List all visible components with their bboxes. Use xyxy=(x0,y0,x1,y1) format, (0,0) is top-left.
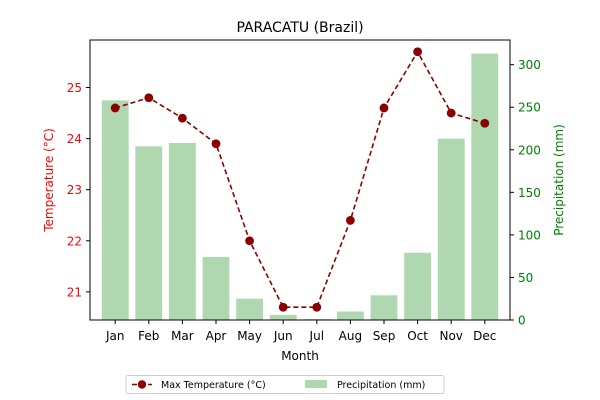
temperature-point-aug xyxy=(346,215,355,225)
right-y-tick-label: 0 xyxy=(518,314,526,328)
plot-frame xyxy=(89,39,511,321)
right-y-tick-label: 250 xyxy=(518,101,541,115)
x-tick-label: Oct xyxy=(407,329,428,343)
right-y-tick-label: 300 xyxy=(518,58,541,72)
precipitation-bar-oct xyxy=(404,252,432,320)
legend-label-temperature: Max Temperature (°C) xyxy=(161,380,266,391)
legend: Max Temperature (°C) Precipitation (mm) xyxy=(125,375,445,394)
temperature-point-may xyxy=(245,236,255,246)
temperature-point-jan xyxy=(110,103,120,113)
precipitation-bar-mar xyxy=(168,142,196,320)
x-tick-label: Jul xyxy=(309,329,324,343)
temperature-point-feb xyxy=(144,93,154,103)
precipitation-bar-feb xyxy=(135,146,163,320)
legend-frame xyxy=(125,375,445,394)
left-y-tick-label: 22 xyxy=(67,234,82,248)
legend-bar-swatch xyxy=(305,380,327,388)
x-tick-label: Mar xyxy=(171,329,194,343)
precipitation-bar-apr xyxy=(202,257,230,320)
axes: Jan Feb Mar Apr May Jun Jul Aug Sep Oct Nov Dec 21 22… xyxy=(67,58,541,343)
left-y-tick-label: 25 xyxy=(67,81,82,95)
x-tick-label: Nov xyxy=(439,329,462,343)
precipitation-bar-aug xyxy=(336,311,364,320)
x-tick-label: Aug xyxy=(339,329,362,343)
legend-marker-swatch xyxy=(137,380,147,389)
right-y-tick-label: 150 xyxy=(518,186,541,200)
x-tick-label: Jan xyxy=(105,329,125,343)
temperature-point-oct xyxy=(413,47,422,57)
x-tick-label: Jun xyxy=(273,329,293,343)
temperature-point-sep xyxy=(379,103,389,113)
right-y-tick-label: 100 xyxy=(518,228,541,242)
precipitation-bar-dec xyxy=(471,53,499,321)
temperature-line-path xyxy=(114,50,486,309)
legend-label-precipitation: Precipitation (mm) xyxy=(337,380,425,391)
x-tick-label: Dec xyxy=(473,329,496,343)
right-y-axis-label: Precipitation (mm) xyxy=(552,124,566,236)
x-tick-label: Sep xyxy=(373,329,396,343)
temperature-point-dec xyxy=(480,118,490,128)
x-axis-label: Month xyxy=(281,349,319,363)
left-y-tick-label: 24 xyxy=(67,132,82,146)
precipitation-bar-may xyxy=(236,298,264,320)
right-y-tick-label: 200 xyxy=(518,143,541,157)
temperature-point-mar xyxy=(178,113,187,123)
temperature-point-nov xyxy=(446,108,456,118)
left-y-tick-label: 21 xyxy=(67,285,82,299)
x-tick-label: May xyxy=(237,329,262,343)
temperature-point-apr xyxy=(211,139,221,149)
x-tick-label: Apr xyxy=(206,329,227,343)
x-tick-label: Feb xyxy=(138,329,159,343)
left-y-axis-label: Temperature (°C) xyxy=(42,128,56,233)
precipitation-bar-nov xyxy=(437,138,465,320)
chart-title: PARACATU (Brazil) xyxy=(236,20,363,36)
temperature-line xyxy=(110,47,490,312)
left-y-tick-label: 23 xyxy=(67,183,82,197)
precipitation-bars xyxy=(101,53,499,321)
temperature-point-jun xyxy=(278,302,288,312)
temperature-point-jul xyxy=(312,302,322,312)
precipitation-bar-jun xyxy=(269,314,297,320)
precipitation-bar-jan xyxy=(101,100,129,320)
right-y-tick-label: 50 xyxy=(518,271,533,285)
precipitation-bar-sep xyxy=(370,295,398,320)
